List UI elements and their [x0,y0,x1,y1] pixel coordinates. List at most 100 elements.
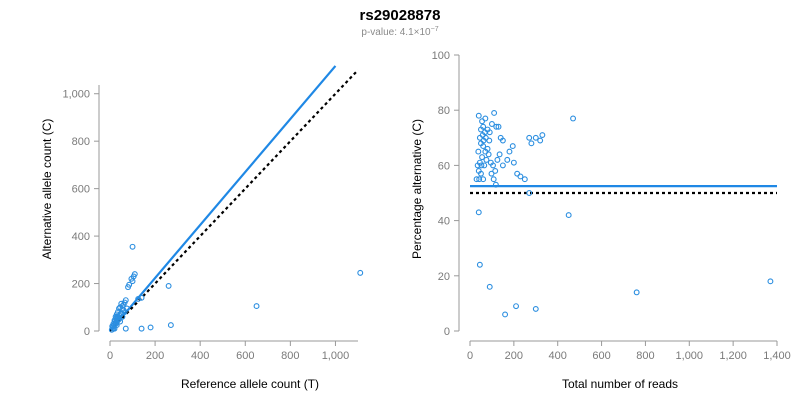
right-data-point [539,132,546,138]
left-y-tick-label: 0 [84,326,90,338]
right-data-point [482,134,489,141]
left-x-tick-label: 0 [107,350,113,362]
right-x-tick-label: 800 [636,350,654,362]
right-y-tick-label: 80 [438,105,450,117]
right-point-group [473,110,774,318]
right-line-group [470,185,777,195]
right-data-point [475,209,482,216]
right-data-point [476,261,483,268]
right-data-point [481,129,488,136]
left-x-tick-label: 200 [146,350,164,362]
right-data-point [480,143,487,150]
right-data-point [496,151,503,158]
right-data-point [482,115,489,122]
left-data-point [129,278,136,285]
left-fit-line [109,65,337,332]
right-data-point [504,156,511,163]
right-data-point [486,137,493,144]
left-y-axis-label: Alternative allele count (C) [40,119,54,260]
left-data-point [108,326,115,333]
right-data-point [499,137,506,144]
right-x-tick-label: 0 [467,350,473,362]
left-y-tick-label: 400 [72,231,90,243]
left-data-point [147,324,154,331]
left-data-point [125,284,131,291]
right-data-point [475,148,482,155]
right-data-point [490,176,497,183]
right-data-point [474,162,481,169]
right-data-point [570,115,577,122]
right-data-point [483,156,490,163]
right-data-point [478,170,484,177]
left-reference-line [109,69,359,332]
right-y-tick-label: 60 [438,160,450,172]
left-x-tick-label: 400 [191,350,209,362]
right-x-tick-label: 1,200 [719,350,747,362]
right-y-tick-label: 20 [438,271,450,283]
right-x-tick-label: 600 [592,350,610,362]
left-data-point [138,325,145,332]
right-data-point [494,156,501,163]
left-data-point [253,303,260,310]
left-point-group [108,243,364,333]
right-data-point [490,162,496,169]
right-y-tick-label: 40 [438,216,450,228]
right-data-point [473,176,480,183]
left-x-tick-label: 1,000 [322,350,350,362]
right-data-point [476,176,483,183]
right-data-point [517,173,524,180]
left-data-point [138,294,145,301]
left-data-point [129,243,136,250]
right-y-tick-label: 100 [432,50,450,62]
right-panel: 0 200 400 600 800 1,000 1,200 1,400 0 20 40 60 80 100… [410,50,791,391]
left-tick-group: 0 200 400 600 800 1,000 0 200 400 600 800 1,000 [62,89,349,362]
right-data-point [633,289,640,296]
right-data-point [495,123,502,130]
right-data-point [475,112,482,119]
left-data-point [118,300,125,307]
right-x-tick-label: 200 [505,350,523,362]
left-data-point [117,311,124,318]
left-x-tick-label: 600 [236,350,254,362]
right-data-point [506,148,513,155]
right-data-point [492,167,499,174]
right-tick-group: 0 200 400 600 800 1,000 1,200 1,400 0 20 40 60 80 100 [432,50,791,362]
left-data-point [112,320,119,327]
left-y-tick-label: 1,000 [62,89,90,101]
right-data-point [521,176,528,183]
right-x-tick-label: 400 [549,350,567,362]
right-data-point [488,170,495,177]
right-data-point [485,151,492,158]
right-x-axis-label: Total number of reads [562,377,678,391]
left-data-point [357,269,364,276]
right-data-point [532,305,539,312]
right-x-tick-label: 1,400 [763,350,791,362]
right-data-point [492,181,499,188]
chart-subtitle: p-value: 4.1×10−7 [361,26,438,38]
right-data-point [528,140,535,147]
left-panel: 0 200 400 600 800 1,000 0 200 400 600 800 1,000 Ref… [40,65,364,391]
left-data-point [120,307,127,314]
right-data-point [537,137,544,144]
right-data-point [493,123,500,130]
right-data-point [478,162,485,169]
right-y-tick-label: 0 [444,326,450,338]
subtitle-prefix: p-value: 4.1×10 [361,27,431,38]
left-y-tick-label: 600 [72,184,90,196]
left-data-point [113,318,120,324]
right-x-tick-label: 1,000 [676,350,704,362]
right-data-point [510,159,517,166]
subtitle-exponent: −7 [431,26,439,33]
right-data-point [488,121,495,127]
right-data-point [513,303,519,310]
left-data-point [135,296,142,302]
left-data-point [165,282,172,289]
left-y-tick-label: 800 [72,136,90,148]
right-data-point [502,311,509,318]
right-data-point [499,162,506,169]
right-data-point [767,278,774,285]
left-data-point [167,322,174,329]
right-data-point [480,176,487,183]
right-data-point [509,143,516,150]
